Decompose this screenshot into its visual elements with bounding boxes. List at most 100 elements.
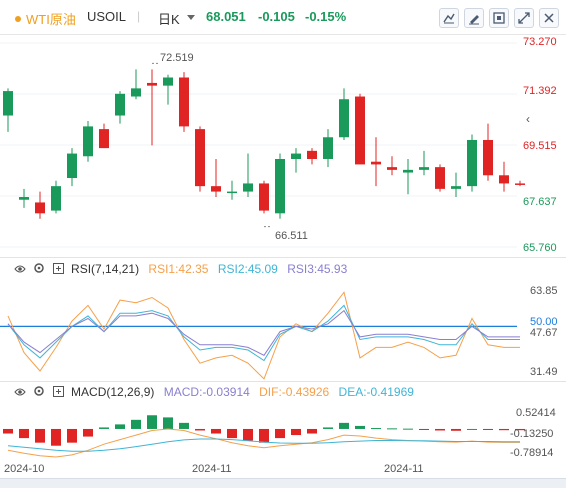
eye-icon[interactable] (14, 386, 26, 400)
rsi-legend: RSI(7,14,21) RSI1:42.35 RSI2:45.09 RSI3:… (14, 262, 347, 277)
x-axis-label: 2024-10 (4, 463, 45, 475)
dea-value: DEA:-0.41969 (338, 385, 414, 399)
candle-body (435, 167, 445, 189)
scrollbar[interactable] (0, 478, 566, 488)
dea-line (7, 438, 520, 452)
macd-legend: MACD(12,26,9) MACD:-0.03914 DIF:-0.43926… (14, 385, 414, 400)
candle-body (403, 169, 413, 173)
macd-bar (403, 428, 413, 430)
macd-bar (115, 424, 125, 429)
price-axis-label: 65.760 (523, 242, 557, 254)
candle-body (339, 99, 349, 138)
candle-body (323, 137, 333, 159)
macd-bar (275, 428, 285, 439)
candle-body (515, 183, 525, 185)
candle-body (387, 167, 397, 170)
expand-arrows-icon[interactable] (514, 8, 534, 28)
candle-body (467, 139, 477, 187)
eye-icon[interactable] (14, 263, 26, 277)
candle-body (499, 175, 509, 184)
macd-bar (51, 428, 61, 446)
candle-body (371, 161, 381, 165)
macd-bar (243, 428, 253, 441)
macd-bar (131, 419, 141, 429)
rsi-chart[interactable] (0, 278, 566, 380)
last-price: 68.051 (206, 9, 246, 24)
rsi-axis-label: 50.00 (530, 316, 558, 328)
macd-bar (291, 428, 301, 436)
price-change: -0.105 (258, 9, 295, 24)
draw-line-icon[interactable] (439, 8, 459, 28)
macd-bar (163, 417, 173, 429)
macd-value: MACD:-0.03914 (163, 385, 250, 399)
chevron-down-icon[interactable] (187, 10, 195, 24)
macd-bar (323, 427, 333, 429)
dif-value: DIF:-0.43926 (259, 385, 330, 399)
rsi-axis-label: 47.67 (530, 327, 558, 339)
macd-chart[interactable] (0, 401, 566, 461)
macd-bar (515, 428, 525, 431)
candle-body (227, 191, 237, 194)
candle-body (179, 77, 189, 127)
macd-title: MACD(12,26,9) (71, 385, 155, 399)
macd-bar (451, 428, 461, 431)
candle-body (307, 150, 317, 159)
candle-body (419, 167, 429, 170)
indicator-box-icon[interactable] (52, 385, 64, 400)
dif-line (7, 428, 520, 458)
macd-bar (227, 428, 237, 439)
macd-bar (67, 428, 77, 443)
macd-bar (3, 428, 13, 434)
candle-body (259, 183, 269, 211)
candle-body (83, 126, 93, 157)
x-axis-label: 2024-11 (192, 463, 232, 475)
macd-bar (179, 422, 189, 429)
rsi1-value: RSI1:42.35 (148, 262, 209, 276)
dropdown-marker-icon[interactable] (14, 12, 22, 26)
macd-bar (483, 428, 493, 430)
price-axis-label: 69.515 (523, 140, 557, 152)
candle-body (35, 202, 45, 214)
close-icon[interactable] (539, 8, 559, 28)
candle-body (291, 153, 301, 159)
macd-bar (259, 428, 269, 443)
macd-axis-label: -0.78914 (510, 447, 554, 459)
period-select[interactable]: 日K (158, 12, 180, 27)
price-change-pct: -0.15% (305, 9, 347, 24)
candle-body (243, 183, 253, 192)
macd-bar (19, 428, 29, 439)
symbol-code[interactable]: USOIL (87, 9, 127, 24)
symbol-name[interactable]: WTI原油 (26, 12, 76, 27)
candle-body (483, 139, 493, 176)
settings-icon[interactable] (33, 385, 45, 400)
price-axis-label: 67.637 (523, 196, 557, 208)
indicator-box-icon[interactable] (52, 262, 64, 277)
macd-bar (339, 422, 349, 429)
collapse-panel-icon[interactable]: ‹ (526, 112, 530, 126)
price-axis-label: 73.270 (523, 36, 557, 48)
macd-bar (419, 428, 429, 430)
macd-bar (211, 428, 221, 434)
fullscreen-icon[interactable] (489, 8, 509, 28)
candle-body (147, 82, 157, 86)
rsi-axis-label: 63.85 (530, 285, 558, 297)
macd-bar (355, 425, 365, 429)
candle-body (3, 91, 13, 116)
candle-body (163, 77, 173, 86)
price-chart[interactable] (0, 35, 566, 255)
pen-icon[interactable] (464, 8, 484, 28)
rsi-axis-label: 31.49 (530, 366, 558, 378)
rsi2-value: RSI2:45.09 (217, 262, 278, 276)
macd-bar (83, 428, 93, 437)
rsi3-line (7, 309, 520, 356)
candle-body (275, 158, 285, 214)
macd-bar (387, 428, 397, 430)
macd-bar (435, 428, 445, 431)
settings-icon[interactable] (33, 262, 45, 277)
macd-bar (499, 428, 509, 431)
chart-header: WTI原油 USOIL | 日K 68.051 -0.105 -0.15% (0, 0, 566, 35)
candle-body (131, 88, 141, 97)
candle-body (99, 129, 109, 149)
rsi1-line (7, 291, 520, 380)
candle-body (195, 129, 205, 187)
